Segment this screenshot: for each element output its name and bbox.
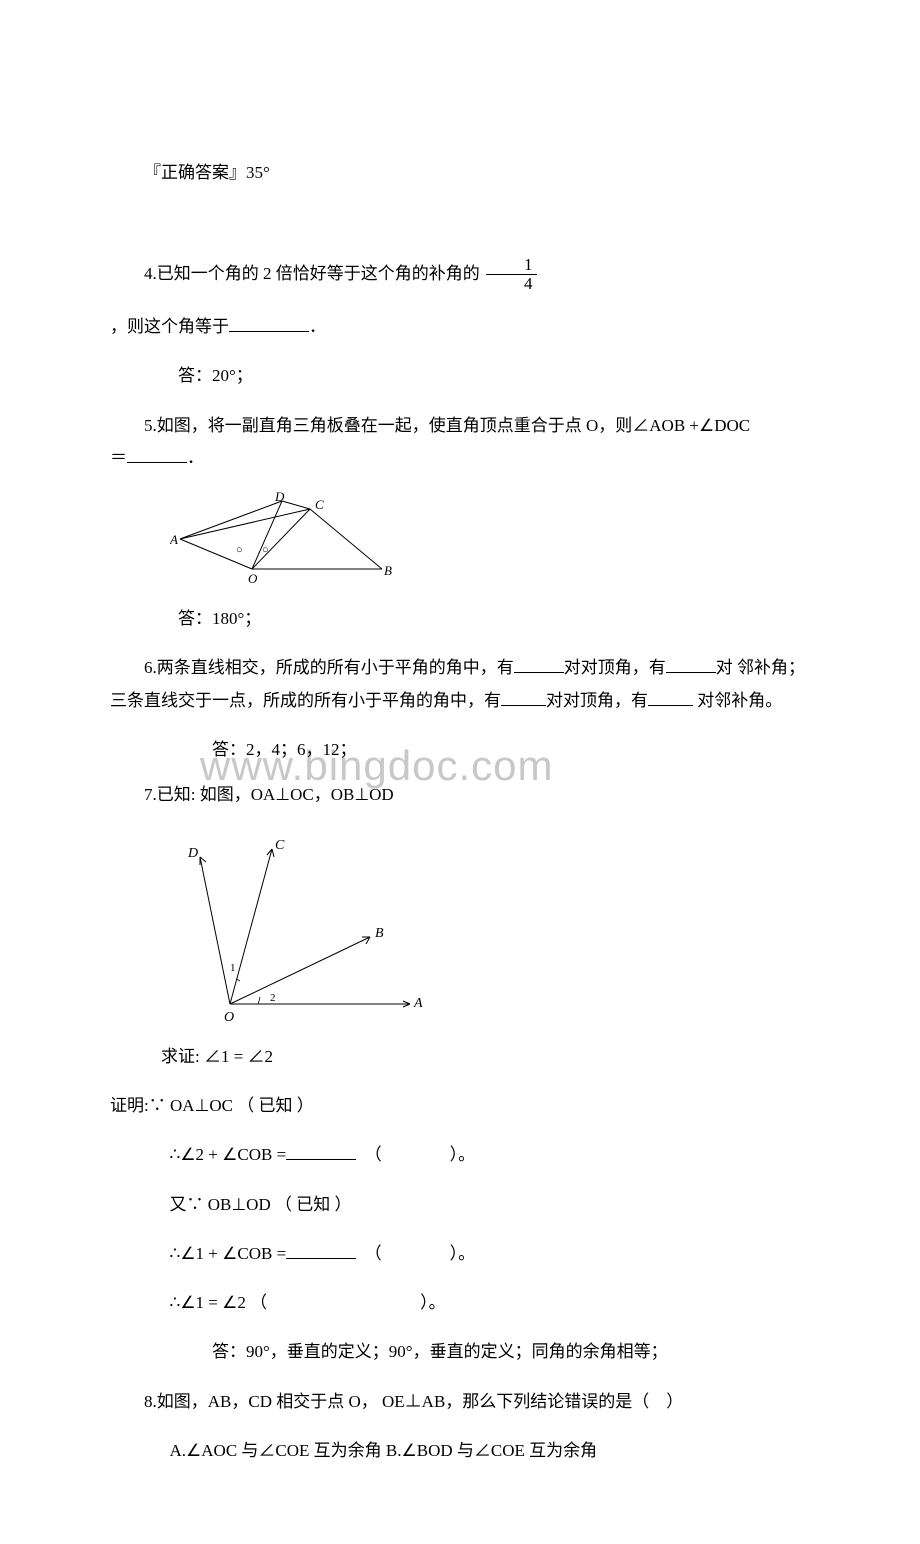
svg-text:A: A [413, 996, 423, 1011]
q5-blank [127, 445, 187, 463]
q6-blank2 [666, 655, 716, 673]
q4-prefix: 4.已知一个角的 2 倍恰好等于这个角的补角的 [144, 264, 480, 283]
q5-line1: 5.如图，将一副直角三角板叠在一起，使直角顶点重合于点 O，则∠AOB +∠DO… [110, 410, 750, 442]
q6-ans-label: 答： [212, 740, 246, 759]
svg-text:B: B [384, 563, 392, 578]
q4-frac-num: 1 [486, 256, 537, 276]
q5-stem: 5.如图，将一副直角三角板叠在一起，使直角顶点重合于点 O，则∠AOB +∠DO… [110, 410, 810, 475]
q5-ans-label: 答： [178, 609, 212, 628]
q4-line2-wrap: ，则这个角等于 ． [110, 311, 810, 343]
svg-text:C: C [275, 838, 285, 853]
q8-optA: A.∠AOC 与∠COE 互为余角 B.∠BOD 与∠COE 互为余角 [110, 1435, 810, 1467]
q7-step1-paren: （ ）。 [373, 1145, 475, 1164]
q6-after2: 对 [716, 658, 733, 677]
q6-answer: 答：2，4；6，12； [110, 734, 810, 766]
q7-step1-blank [286, 1142, 356, 1160]
svg-text:D: D [274, 491, 285, 504]
q5-diagram: A B C D O ○ ○ [170, 491, 810, 586]
q7-step3-blank [286, 1241, 356, 1259]
svg-text:2: 2 [270, 992, 276, 1004]
q7-step2: 又∵ OB⊥OD （ 已知 ） [110, 1189, 810, 1221]
q5-svg: A B C D O ○ ○ [170, 491, 400, 586]
q7-step4: ∴∠1 = ∠2 （ ）。 [110, 1287, 810, 1319]
q4-period: ． [309, 317, 326, 336]
svg-text:B: B [375, 926, 384, 941]
watermark-region: www.bingdoc.com 答：2，4；6，12； 7.已知: 如图，OA⊥… [110, 734, 810, 812]
q8-stem: 8.如图，AB，CD 相交于点 O， OE⊥AB，那么下列结论错误的是（ ） [110, 1386, 810, 1418]
q6-ans-value: 2，4；6，12； [246, 740, 357, 759]
q4-frac-den: 4 [486, 275, 537, 294]
q4-answer: 答：20°； [110, 360, 810, 392]
q6-blank4 [648, 688, 693, 706]
q4-line2: ，则这个角等于 [110, 317, 229, 336]
svg-text:O: O [248, 571, 258, 586]
q5-line2: ＝ [110, 448, 127, 467]
q6-line1: 6.两条直线相交，所成的所有小于平角的角中，有 [144, 658, 514, 677]
q4-fraction: 1 4 [486, 256, 537, 294]
q7-step1: ∴∠2 + ∠COB = （ ）。 [110, 1139, 810, 1171]
q7-step3-pre: ∴∠1 + ∠COB = [170, 1244, 287, 1263]
q7-ans-value: 90°，垂直的定义；90°，垂直的定义；同角的余角相等； [246, 1342, 668, 1361]
q6-line3: 对邻补角。 [697, 691, 782, 710]
q6-after3: 对对顶角，有 [546, 691, 648, 710]
svg-text:D: D [187, 846, 198, 861]
q7-answer: 答：90°，垂直的定义；90°，垂直的定义；同角的余角相等； [110, 1336, 810, 1368]
q4-ans-value: 20°； [212, 366, 253, 385]
q4-blank [229, 314, 309, 332]
q7-diagram: A B C D O 1 2 [170, 829, 810, 1024]
q6-after1: 对对顶角，有 [564, 658, 666, 677]
q7-prove: 求证: ∠1 = ∠2 [110, 1041, 810, 1073]
q6-blank1 [514, 655, 564, 673]
svg-text:C: C [315, 497, 324, 512]
q5-period: ． [187, 448, 204, 467]
q4-line1: 4.已知一个角的 2 倍恰好等于这个角的补角的 1 4 [110, 256, 810, 294]
q7-ans-label: 答： [212, 1342, 246, 1361]
q3-answer-label: 『正确答案』 [144, 163, 246, 182]
q5-ans-value: 180°； [212, 609, 261, 628]
q4-ans-label: 答： [178, 366, 212, 385]
svg-text:O: O [224, 1010, 234, 1024]
svg-text:1: 1 [230, 962, 236, 974]
q7-step1-pre: ∴∠2 + ∠COB = [170, 1145, 287, 1164]
q3-answer-value: 35° [246, 163, 270, 182]
q6-stem: 6.两条直线相交，所成的所有小于平角的角中，有对对顶角，有对 邻补角；三条直线交… [110, 652, 810, 717]
q7-step3-paren: （ ）。 [373, 1244, 475, 1263]
q3-answer: 『正确答案』35° [110, 157, 810, 189]
q6-blank3 [501, 688, 546, 706]
q7-step3: ∴∠1 + ∠COB = （ ）。 [110, 1238, 810, 1270]
svg-text:○: ○ [236, 544, 243, 556]
q7-stem: 7.已知: 如图，OA⊥OC，OB⊥OD [110, 779, 810, 811]
q7-svg: A B C D O 1 2 [170, 829, 430, 1024]
q7-proof-head: 证明:∵ OA⊥OC （ 已知 ） [110, 1090, 810, 1122]
q7-step4-text: ∴∠1 = ∠2 （ ）。 [170, 1293, 446, 1312]
svg-text:A: A [170, 532, 178, 547]
svg-text:○: ○ [262, 544, 269, 556]
q5-answer: 答：180°； [110, 603, 810, 635]
